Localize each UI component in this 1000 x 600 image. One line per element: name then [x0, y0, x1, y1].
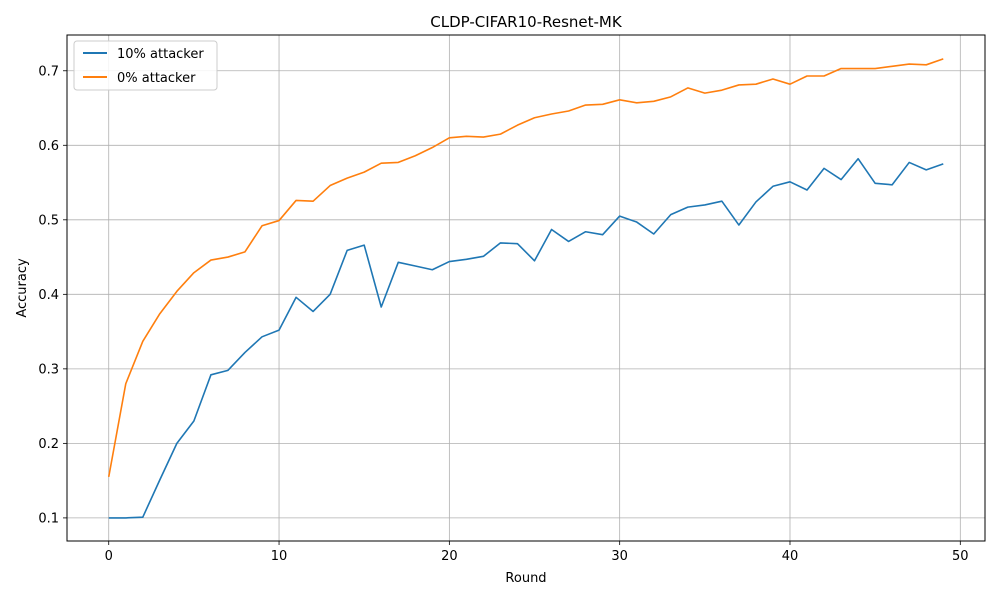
legend-box: [73, 40, 218, 91]
series-line-10pct-attacker: [108, 157, 944, 519]
y-tick-label: 0.3: [38, 362, 59, 377]
axis-ticks: 0 10 20 30 40 50 0.1 0.2 0.3 0.4 0.5 0.6 0.7: [38, 64, 968, 564]
legend-label-0pct-attacker: 0% attacker: [117, 71, 196, 86]
y-axis-label: Accuracy: [15, 258, 30, 318]
y-tick-label: 0.5: [38, 213, 59, 228]
y-tick-label: 0.2: [38, 437, 59, 452]
series-line-0pct-attacker: [107, 58, 944, 478]
x-axis-label: Round: [505, 571, 546, 586]
y-tick-label: 0.4: [38, 288, 59, 303]
x-tick-label: 30: [611, 549, 628, 564]
plot-frame: [66, 34, 986, 542]
x-tick-label: 40: [782, 549, 799, 564]
chart-title: CLDP-CIFAR10-Resnet-MK: [430, 13, 623, 31]
series-layer: [107, 58, 944, 519]
y-tick-label: 0.7: [38, 64, 59, 79]
grid-lines: [67, 35, 985, 541]
legend: 10% attacker 0% attacker: [73, 40, 218, 91]
legend-label-10pct-attacker: 10% attacker: [117, 47, 204, 62]
x-tick-label: 50: [952, 549, 969, 564]
x-tick-label: 20: [441, 549, 458, 564]
y-tick-label: 0.6: [38, 139, 59, 154]
x-tick-label: 0: [105, 549, 113, 564]
x-tick-label: 10: [271, 549, 288, 564]
y-tick-label: 0.1: [38, 511, 59, 526]
